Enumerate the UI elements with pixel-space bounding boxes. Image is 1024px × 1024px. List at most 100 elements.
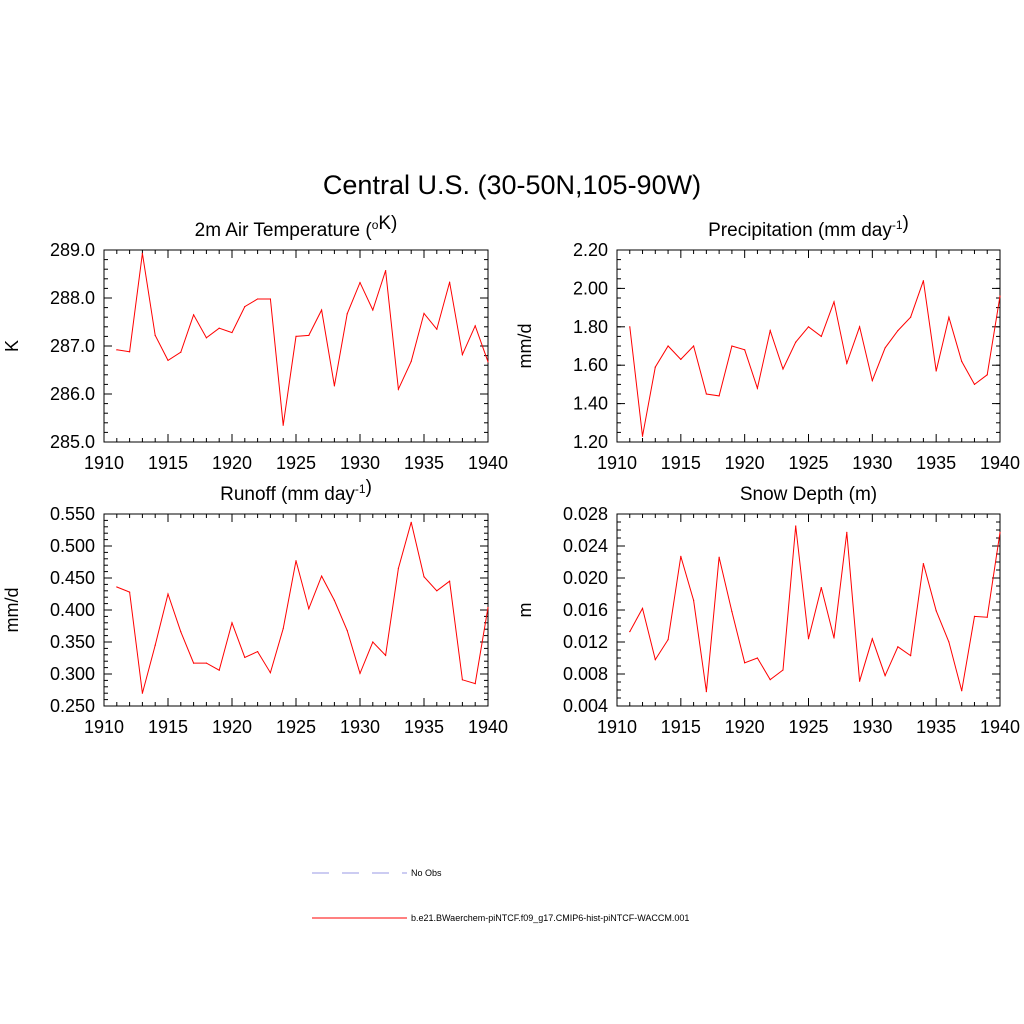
- panel-title: 2m Air Temperature (oK): [195, 213, 398, 241]
- data-point: [782, 669, 784, 671]
- data-point: [205, 337, 207, 339]
- data-point: [205, 662, 207, 664]
- y-tick-label: 0.016: [563, 600, 608, 620]
- data-point: [410, 360, 412, 362]
- data-point: [244, 656, 246, 658]
- data-point: [999, 295, 1001, 297]
- data-point: [449, 580, 451, 582]
- data-point: [641, 435, 644, 437]
- data-point: [295, 560, 297, 562]
- data-point: [680, 358, 682, 361]
- data-point: [693, 345, 695, 347]
- data-point: [973, 383, 976, 385]
- plot-frame: [103, 249, 489, 443]
- data-point: [141, 252, 143, 254]
- data-point: [449, 281, 451, 283]
- data-point: [269, 298, 271, 300]
- data-point: [833, 301, 835, 303]
- x-tick-label: 1940: [468, 453, 508, 473]
- data-point: [193, 314, 195, 316]
- data-point: [129, 351, 131, 353]
- x-tick-label: 1925: [788, 453, 828, 473]
- data-point: [372, 641, 374, 643]
- chart-panels: 2m Air Temperature (oK) K 1910 1915 1920 1925…: [2, 213, 1020, 737]
- x-tick-label: 1920: [212, 453, 252, 473]
- data-point: [680, 555, 682, 558]
- data-point: [218, 327, 220, 329]
- x-tick-label: 1935: [916, 453, 956, 473]
- y-tick-label: 0.024: [563, 536, 608, 556]
- legend-label-model-run: b.e21.BWaerchem-piNTCF.f09_g17.CMIP6-his…: [411, 913, 689, 923]
- x-tick-label: 1930: [852, 717, 892, 737]
- data-point: [193, 662, 195, 664]
- x-tick-label: 1910: [597, 717, 637, 737]
- x-tick-label: 1940: [468, 717, 508, 737]
- y-axis-label: mm/d: [2, 588, 22, 633]
- y-tick-label: 0.004: [563, 696, 608, 716]
- data-point: [820, 335, 822, 337]
- data-point: [667, 345, 669, 347]
- x-tick-label: 1930: [340, 717, 380, 737]
- x-tick-label: 1920: [725, 453, 765, 473]
- figure-title: Central U.S. (30-50N,105-90W): [323, 170, 701, 200]
- data-point: [218, 669, 220, 671]
- y-tick-label: 0.500: [50, 536, 95, 556]
- x-tick-label: 1915: [148, 453, 188, 473]
- data-point: [397, 388, 399, 390]
- data-point: [641, 607, 644, 610]
- data-point: [487, 606, 489, 609]
- chart-panel-air-temperature: 2m Air Temperature (oK) K 1910 1915 1920 1925…: [2, 213, 508, 473]
- series-line-snow-depth: [629, 525, 1001, 692]
- y-tick-label: 288.0: [50, 288, 95, 308]
- data-point: [244, 306, 246, 308]
- data-point: [846, 362, 848, 364]
- data-point: [935, 370, 937, 372]
- data-point: [359, 672, 361, 674]
- data-point: [807, 638, 810, 640]
- data-point: [487, 361, 489, 363]
- plot-frame: [616, 513, 1001, 707]
- data-point: [718, 556, 720, 558]
- y-tick-label: 289.0: [50, 240, 95, 260]
- data-point: [154, 644, 156, 646]
- data-point: [654, 366, 656, 368]
- data-point: [961, 690, 963, 692]
- data-point: [884, 347, 886, 349]
- data-point: [922, 563, 925, 565]
- y-tick-label: 285.0: [50, 432, 95, 452]
- x-tick-label: 1910: [84, 717, 124, 737]
- series-line-runoff: [116, 522, 489, 694]
- data-point: [436, 590, 438, 592]
- panel-title: Snow Depth (m): [740, 484, 877, 505]
- x-tick-label: 1920: [212, 717, 252, 737]
- x-tick-label: 1935: [404, 453, 444, 473]
- data-point: [948, 641, 950, 643]
- x-tick-label: 1910: [84, 453, 124, 473]
- data-point: [257, 651, 259, 653]
- data-point: [269, 672, 271, 674]
- y-tick-label: 0.008: [563, 664, 608, 684]
- data-point: [474, 325, 476, 327]
- data-point: [897, 646, 899, 648]
- y-tick-label: 0.550: [50, 504, 95, 524]
- y-tick-label: 0.250: [50, 696, 95, 716]
- data-point: [461, 354, 463, 356]
- data-point: [769, 330, 771, 332]
- x-tick-label: 1930: [340, 453, 380, 473]
- y-tick-label: 1.20: [573, 432, 608, 452]
- data-point: [846, 531, 848, 534]
- data-point: [461, 679, 463, 681]
- x-tick-label: 1910: [597, 453, 637, 473]
- y-tick-label: 1.40: [573, 394, 608, 414]
- y-tick-label: 2.00: [573, 278, 608, 298]
- data-point: [154, 334, 156, 337]
- y-tick-label: 287.0: [50, 336, 95, 356]
- data-point: [257, 298, 259, 300]
- y-tick-label: 0.400: [50, 600, 95, 620]
- x-tick-label: 1935: [404, 717, 444, 737]
- data-point: [629, 631, 631, 633]
- data-point: [705, 393, 707, 395]
- series-line-precipitation: [629, 280, 1001, 437]
- data-point: [795, 341, 797, 343]
- data-point: [436, 328, 438, 330]
